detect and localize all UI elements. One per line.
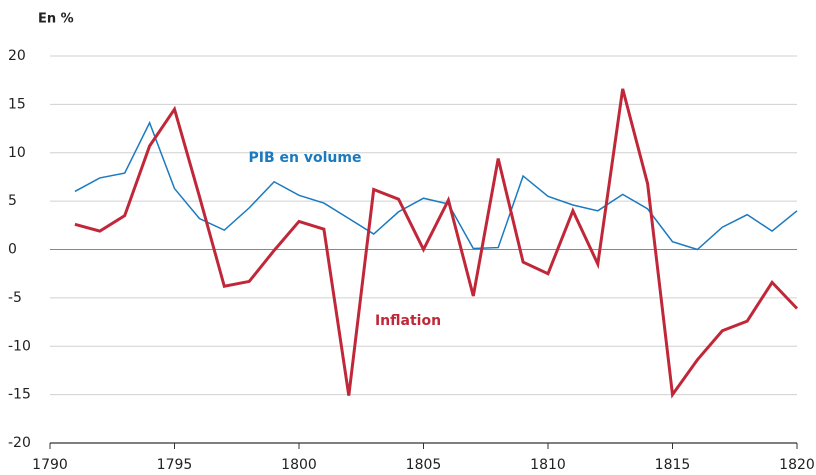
line xyxy=(74,120,798,251)
y-tick-label: -20 xyxy=(8,435,31,451)
line xyxy=(74,88,799,399)
y-tick-label: 20 xyxy=(8,48,26,64)
x-tick-label: 1805 xyxy=(406,457,442,473)
x-tick-label: 1810 xyxy=(530,457,566,473)
unit-label: En % xyxy=(38,12,74,27)
y-tick-label: 0 xyxy=(8,242,17,258)
series-label: Inflation xyxy=(375,313,441,329)
y-tick-label: 15 xyxy=(8,96,26,112)
y-tick-label: -15 xyxy=(8,387,31,403)
y-tick-label: -5 xyxy=(8,290,22,306)
y-tick-label: 10 xyxy=(8,145,26,161)
x-tick-label: 1800 xyxy=(281,457,317,473)
x-tick-label: 1815 xyxy=(655,457,691,473)
series-label: PIB en volume xyxy=(249,150,362,166)
y-tick-label: 5 xyxy=(8,193,17,209)
y-tick-label: -10 xyxy=(8,338,31,354)
x-tick-label: 1790 xyxy=(32,457,68,473)
x-tick-label: 1820 xyxy=(779,457,815,473)
x-tick-label: 1795 xyxy=(157,457,193,473)
